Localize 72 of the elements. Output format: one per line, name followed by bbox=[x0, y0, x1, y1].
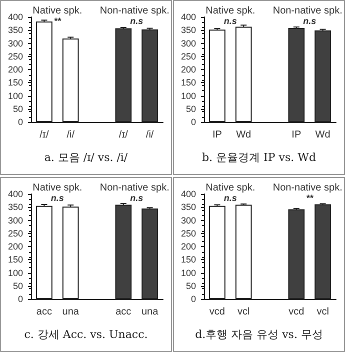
y-tick-label: 250 bbox=[180, 51, 196, 62]
y-tick-label: 300 bbox=[8, 38, 23, 48]
y-tick-label: 150 bbox=[180, 254, 196, 264]
annotation: n.s bbox=[303, 16, 316, 26]
y-tick-label: 0 bbox=[190, 294, 196, 304]
text: d.후행 자음 유성 vs. 무성 bbox=[195, 328, 323, 340]
y-tick-label: 100 bbox=[8, 267, 23, 278]
x-tick-label: /i/ bbox=[146, 130, 154, 140]
x-tick-label: vcl bbox=[316, 306, 329, 317]
text: Non-native spk. bbox=[100, 182, 170, 193]
x-tick-label: acc bbox=[36, 306, 52, 317]
text: Native spk. bbox=[32, 182, 82, 193]
y-tick-label: 350 bbox=[8, 25, 23, 36]
text: Native spk. bbox=[206, 6, 256, 16]
text: c. 강세 Acc. vs. Unacc. bbox=[24, 328, 148, 340]
x-tick-label: vcl bbox=[237, 306, 250, 317]
x-tick-label: /i/ bbox=[66, 130, 75, 140]
text: Non-native spk. bbox=[272, 6, 342, 16]
y-tick-label: 150 bbox=[180, 78, 196, 88]
x-tick-label: Wd bbox=[236, 130, 252, 140]
y-tick-label: 300 bbox=[8, 214, 23, 225]
x-tick-label: Wd bbox=[315, 130, 330, 140]
y-tick-label: 250 bbox=[180, 228, 196, 238]
y-tick-label: 350 bbox=[8, 202, 23, 212]
x-tick-label: /ɪ/ bbox=[40, 130, 49, 140]
text: Non-native spk. bbox=[272, 182, 342, 193]
annotation: n.s bbox=[130, 192, 144, 202]
y-tick-label: 50 bbox=[186, 280, 196, 290]
annotation: n.s bbox=[50, 192, 64, 202]
y-tick-label: 150 bbox=[8, 78, 23, 88]
x-tick-label: vcd bbox=[209, 306, 225, 317]
y-tick-label: 100 bbox=[8, 90, 23, 101]
x-tick-label: vcd bbox=[288, 306, 304, 317]
y-tick-label: 0 bbox=[190, 117, 196, 127]
y-tick-label: 400 bbox=[8, 188, 23, 198]
y-tick-label: 0 bbox=[18, 117, 23, 127]
annotation: n.s bbox=[224, 192, 237, 202]
y-tick-label: 400 bbox=[180, 12, 196, 22]
y-tick-label: 200 bbox=[8, 241, 23, 251]
y-tick-label: 0 bbox=[18, 294, 23, 304]
text: Non-native spk. bbox=[100, 6, 170, 16]
y-tick-label: 400 bbox=[180, 188, 196, 198]
y-tick-label: 250 bbox=[8, 51, 23, 62]
annotation: n.s bbox=[224, 16, 237, 26]
y-tick-label: 100 bbox=[180, 267, 196, 278]
y-tick-label: 400 bbox=[8, 12, 23, 22]
annotation: ** bbox=[306, 192, 314, 202]
text: a. 모음 /ɪ/ vs. /i/ bbox=[44, 151, 128, 164]
x-tick-label: una bbox=[141, 306, 159, 317]
y-tick-label: 200 bbox=[180, 241, 196, 251]
y-tick-label: 300 bbox=[180, 38, 196, 48]
y-tick-label: 100 bbox=[180, 90, 196, 101]
annotation: n.s bbox=[130, 16, 144, 26]
y-tick-label: 350 bbox=[180, 202, 196, 212]
text: Native spk. bbox=[206, 182, 256, 193]
x-tick-label: IP bbox=[292, 130, 302, 140]
text: Native spk. bbox=[32, 6, 82, 16]
y-tick-label: 50 bbox=[12, 280, 23, 290]
text: b. 운율경계 IP vs. Wd bbox=[202, 151, 316, 164]
x-tick-label: IP bbox=[212, 130, 222, 140]
x-tick-label: acc bbox=[116, 306, 132, 317]
x-tick-label: una bbox=[62, 306, 80, 317]
y-tick-label: 50 bbox=[12, 104, 23, 114]
y-tick-label: 200 bbox=[180, 64, 196, 74]
y-tick-label: 300 bbox=[180, 214, 196, 225]
annotation: ** bbox=[54, 16, 62, 26]
y-tick-label: 200 bbox=[8, 64, 23, 74]
y-tick-label: 50 bbox=[186, 104, 196, 114]
x-tick-label: /ɪ/ bbox=[118, 130, 128, 140]
y-tick-label: 250 bbox=[8, 228, 23, 238]
y-tick-label: 150 bbox=[8, 254, 23, 264]
y-tick-label: 350 bbox=[180, 25, 196, 36]
